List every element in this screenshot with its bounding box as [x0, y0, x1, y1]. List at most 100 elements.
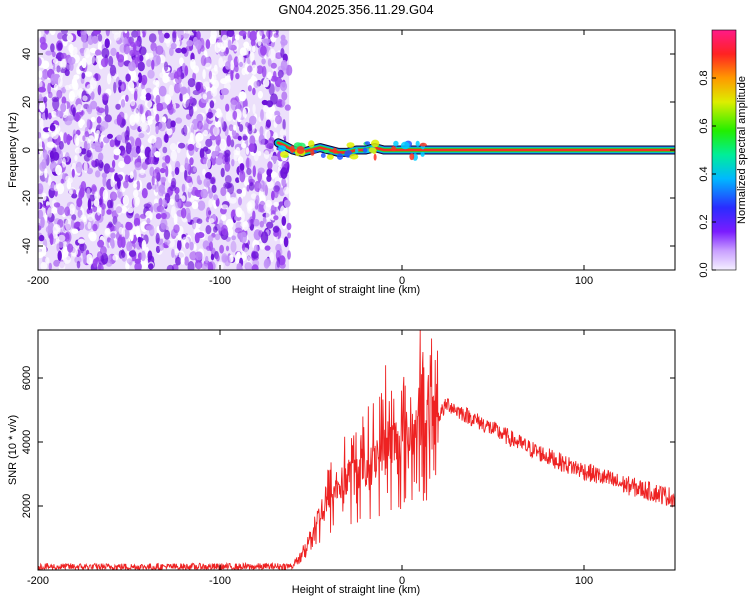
noise-speckle-dot	[175, 117, 183, 124]
noise-speckle-dot	[145, 225, 154, 231]
noise-speckle-dot	[182, 124, 188, 137]
noise-speckle-dot	[161, 162, 167, 169]
noise-speckle-dot	[102, 189, 109, 201]
noise-speckle-dot	[189, 132, 194, 143]
noise-speckle-dot	[227, 39, 232, 50]
noise-speckle-dot	[116, 114, 122, 126]
noise-speckle-dot	[257, 167, 265, 174]
noise-speckle-dot	[238, 30, 247, 36]
noise-speckle-dot	[245, 147, 250, 155]
noise-speckle-dot	[74, 256, 82, 264]
noise-speckle-dot	[279, 262, 286, 269]
noise-speckle-dot	[87, 35, 94, 46]
noise-speckle-dot	[143, 203, 151, 209]
noise-speckle-dot	[80, 30, 87, 36]
noise-speckle-dot	[48, 262, 52, 270]
noise-speckle-dot	[205, 225, 212, 235]
noise-speckle-dot	[164, 155, 171, 164]
noise-speckle-dot	[39, 118, 44, 130]
noise-speckle-dot	[281, 99, 286, 107]
noise-speckle-dot	[200, 55, 207, 67]
noise-speckle-dot	[46, 216, 51, 224]
noise-speckle-dot	[273, 215, 279, 221]
noise-speckle-dot	[224, 161, 231, 172]
noise-speckle-dot	[93, 141, 101, 147]
noise-speckle-dot	[135, 145, 141, 154]
noise-speckle-dot	[95, 170, 101, 178]
signal-blob	[355, 147, 359, 154]
noise-speckle-dot	[237, 135, 242, 141]
noise-speckle-dot	[275, 115, 282, 125]
colorbar-label: Normalized spectral amplitude	[736, 76, 748, 224]
colorbar-tick-label: 0.6	[698, 118, 710, 133]
noise-speckle-dot	[140, 95, 147, 101]
noise-speckle-dot	[50, 73, 56, 86]
noise-speckle-dot	[73, 189, 77, 196]
noise-speckle-dot	[235, 72, 240, 80]
noise-speckle-dot	[253, 244, 259, 254]
noise-speckle-dot	[267, 58, 272, 67]
noise-speckle-dot	[205, 148, 211, 155]
noise-speckle-dot	[38, 202, 41, 210]
noise-speckle-dot	[94, 145, 103, 153]
noise-speckle-dot	[148, 156, 155, 165]
noise-speckle-dot	[224, 156, 229, 163]
noise-speckle-dot	[99, 126, 105, 132]
noise-speckle-dot	[158, 184, 165, 194]
noise-speckle-dot	[152, 168, 160, 179]
noise-speckle-dot	[250, 39, 256, 47]
noise-speckle-dot	[83, 216, 87, 223]
noise-speckle-dot	[205, 62, 212, 70]
noise-speckle-dot	[234, 227, 243, 234]
noise-speckle-dot	[137, 236, 142, 243]
noise-speckle-dot	[253, 218, 260, 227]
noise-speckle-dot	[252, 103, 256, 115]
noise-speckle-dot	[47, 112, 52, 120]
noise-speckle-dot	[246, 45, 252, 52]
noise-speckle-dot	[104, 227, 111, 235]
noise-speckle-dot	[169, 184, 177, 192]
noise-speckle-dot	[41, 245, 47, 257]
snr-xlabel: Height of straight line (km)	[292, 584, 420, 596]
noise-speckle-dot	[71, 214, 77, 221]
noise-speckle-dot	[65, 218, 72, 231]
noise-speckle-dot	[260, 45, 267, 56]
noise-speckle-dot	[250, 64, 258, 75]
noise-speckle-dot	[109, 64, 117, 77]
noise-speckle-dot	[164, 94, 172, 105]
noise-speckle-dot	[202, 69, 206, 80]
noise-speckle-dot	[249, 216, 255, 225]
noise-speckle-dot	[79, 221, 85, 231]
noise-speckle-dot	[92, 258, 98, 268]
noise-speckle-dot	[142, 261, 150, 268]
noise-speckle-dot	[196, 218, 203, 224]
noise-speckle-dot	[53, 259, 61, 267]
noise-speckle-dot	[132, 226, 137, 236]
noise-speckle-dot	[151, 59, 155, 70]
noise-speckle-dot	[217, 42, 224, 49]
noise-speckle-dot	[140, 74, 148, 86]
noise-speckle-dot	[146, 59, 152, 68]
noise-speckle-dot	[155, 102, 164, 112]
noise-speckle-dot	[68, 189, 73, 196]
y-tick-label: 2000	[21, 494, 33, 518]
noise-speckle-dot	[76, 260, 81, 269]
noise-speckle-dot	[186, 181, 193, 193]
signal-blob	[336, 153, 344, 160]
noise-speckle-dot	[230, 69, 234, 81]
noise-speckle-dot	[163, 229, 171, 240]
noise-speckle-dot	[275, 250, 281, 261]
noise-speckle-dot	[266, 30, 273, 39]
noise-speckle-dot	[186, 44, 194, 52]
noise-speckle-dot	[181, 47, 187, 54]
noise-speckle-dot	[218, 57, 224, 68]
noise-speckle-dot	[174, 167, 180, 175]
noise-speckle-dot	[248, 182, 255, 191]
noise-speckle-dot	[40, 261, 48, 270]
figure-title: GN04.2025.356.11.29.G04	[278, 2, 433, 17]
noise-speckle-dot	[43, 96, 48, 103]
noise-speckle-dot	[239, 170, 246, 183]
noise-speckle-dot	[57, 42, 63, 51]
noise-speckle-dot	[214, 120, 222, 128]
